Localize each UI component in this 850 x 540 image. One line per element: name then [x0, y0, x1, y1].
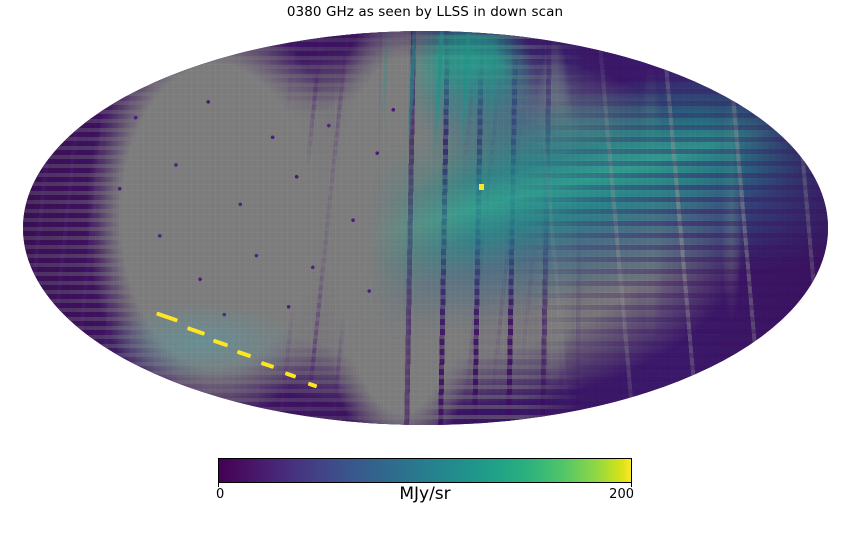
healpix-pixelation-overlay	[23, 31, 828, 425]
bright-pixel-centre-right	[479, 183, 485, 190]
colorbar-max-label: 200	[609, 487, 634, 502]
colorbar-tick-max	[631, 483, 632, 487]
saturated-streak-lower-left	[23, 31, 828, 425]
colorbar[interactable]	[218, 458, 632, 487]
sky-map-mollweide[interactable]	[23, 31, 828, 425]
colorbar-min-label: 0	[216, 487, 225, 502]
colorbar-unit-label: MJy/sr	[399, 484, 451, 504]
page-title: 0380 GHz as seen by LLSS in down scan	[286, 4, 564, 20]
colorbar-tick-min	[218, 483, 219, 487]
colorbar-gradient	[218, 458, 632, 483]
